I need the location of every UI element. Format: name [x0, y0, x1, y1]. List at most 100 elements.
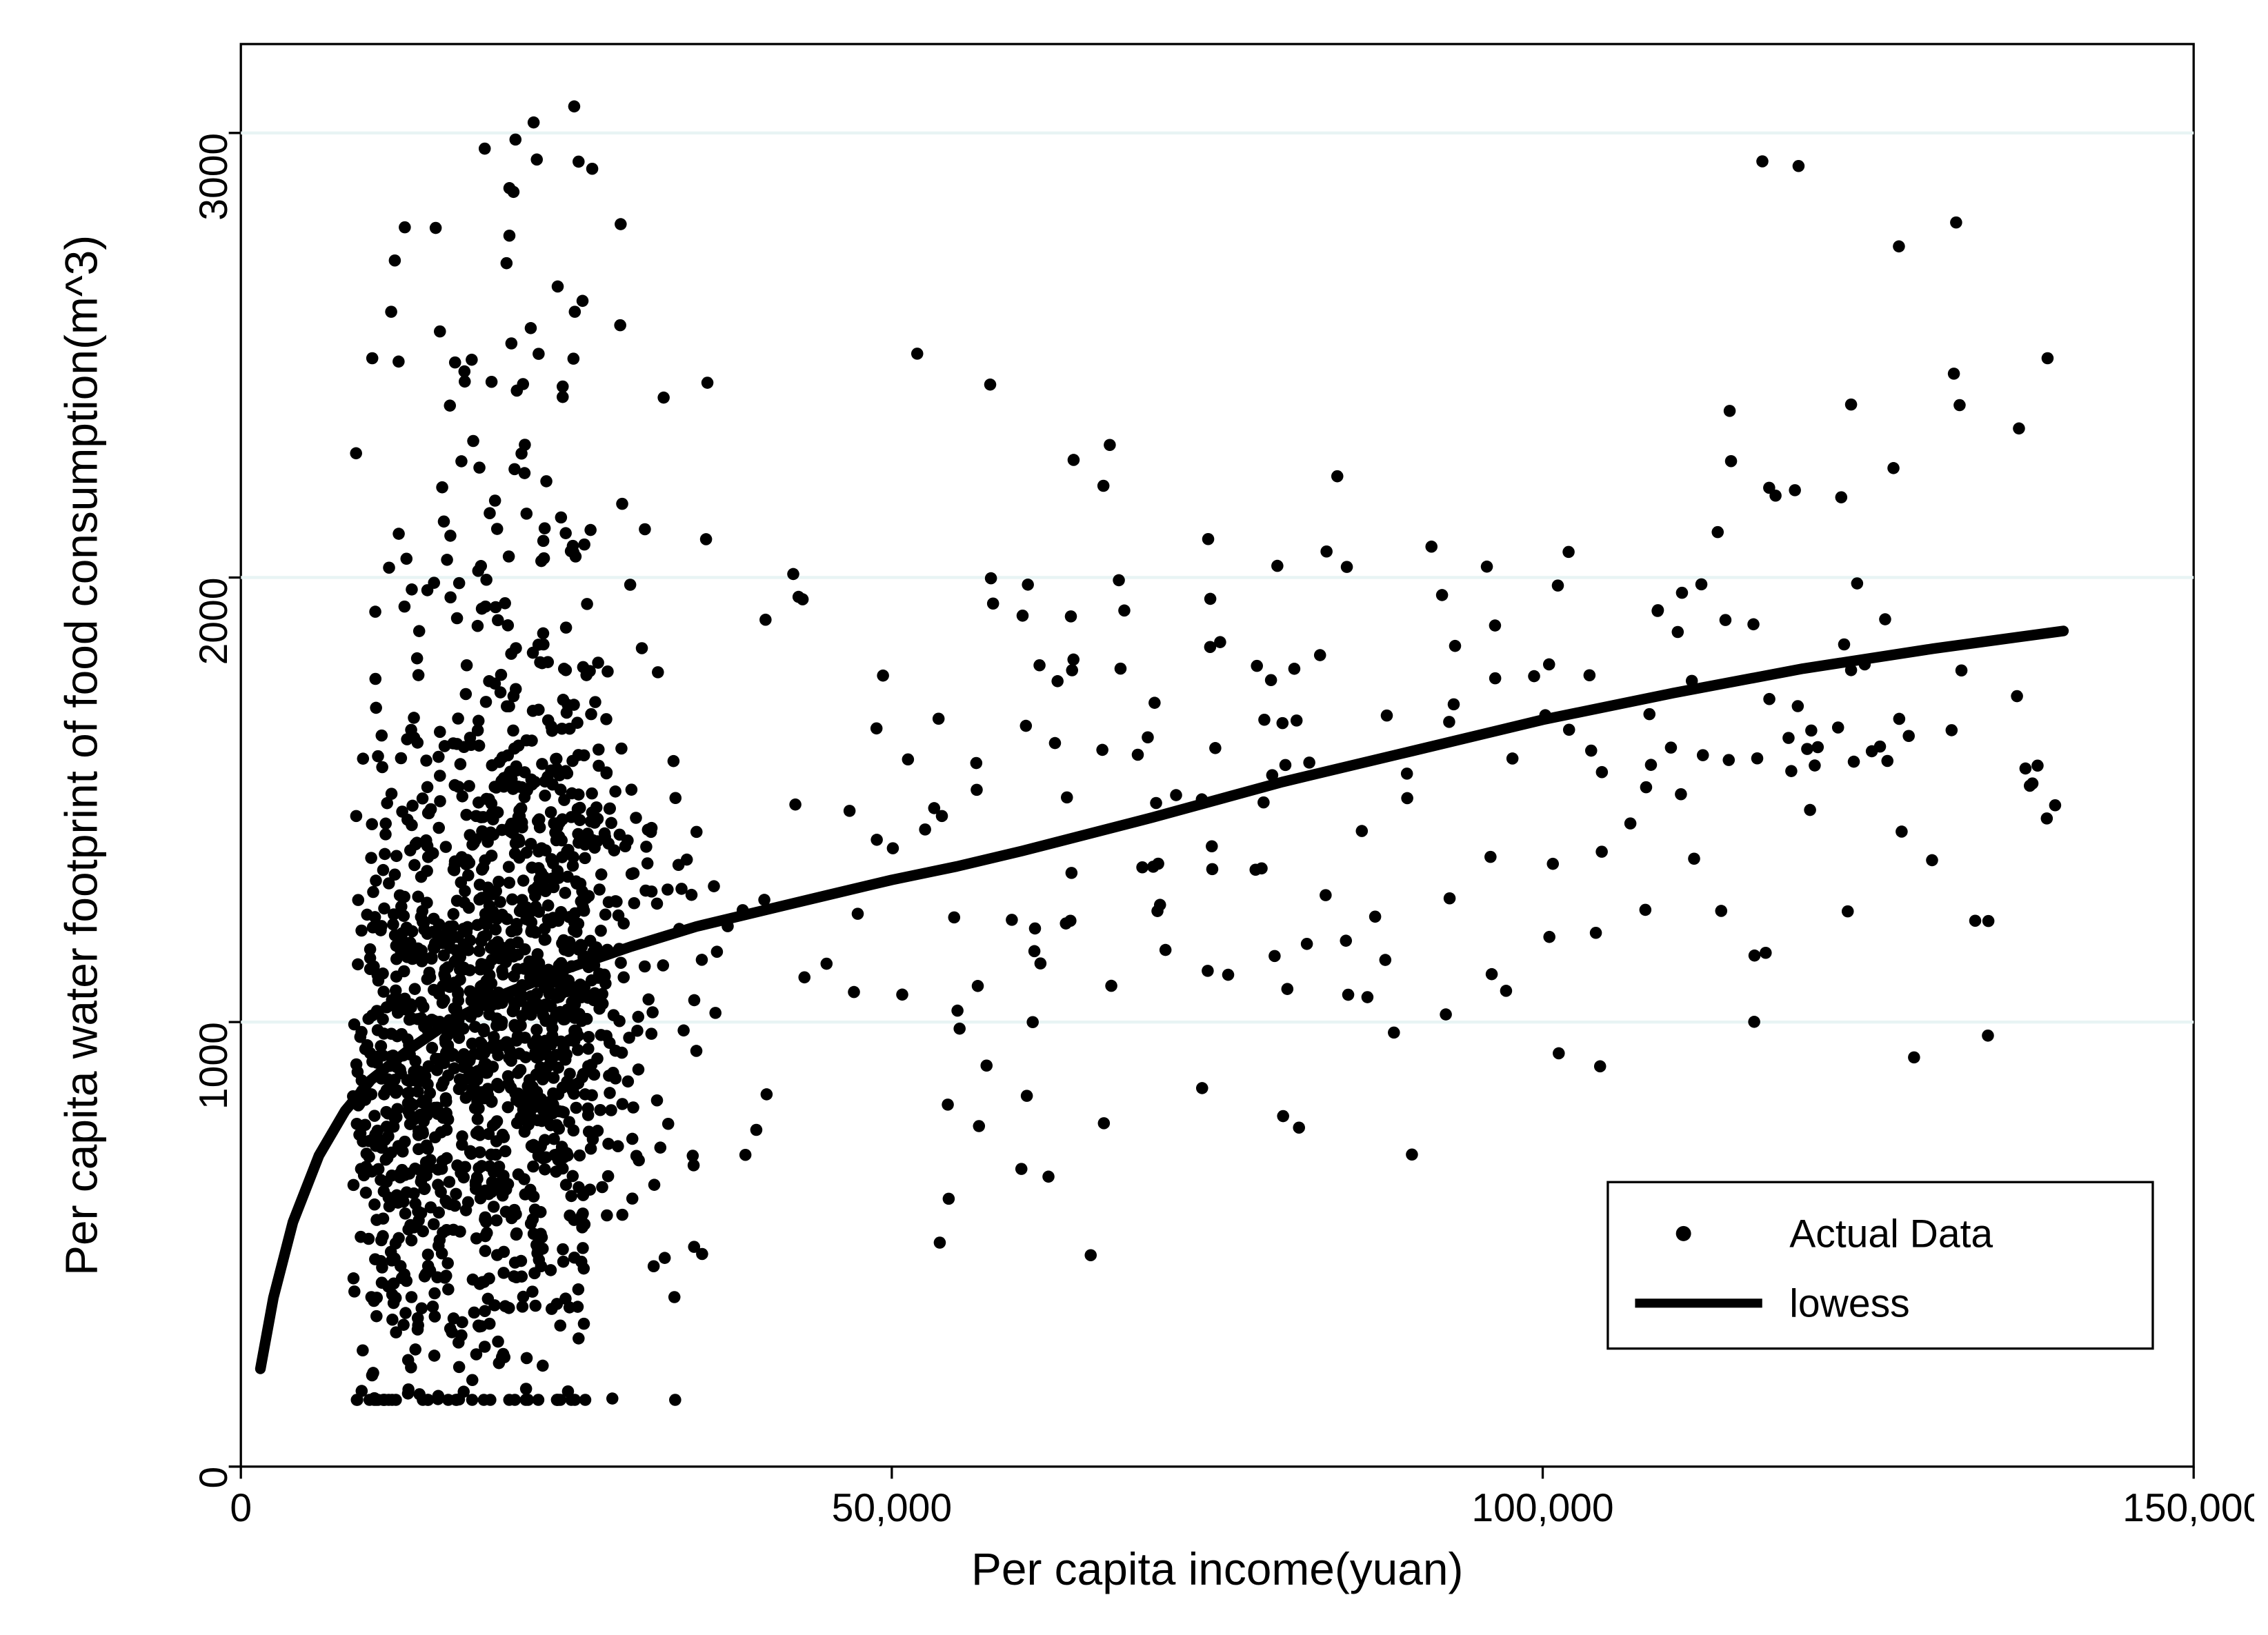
scatter-point: [434, 726, 446, 739]
scatter-point: [431, 928, 444, 941]
scatter-point: [911, 348, 924, 360]
scatter-point: [494, 896, 506, 908]
y-tick-label: 0: [192, 1467, 236, 1489]
scatter-point: [586, 163, 599, 175]
scatter-point: [586, 974, 598, 987]
scatter-point: [646, 1027, 658, 1040]
scatter-point: [1084, 1249, 1097, 1261]
scatter-point: [1104, 439, 1116, 451]
scatter-point: [366, 1291, 378, 1303]
scatter-point: [1804, 804, 1816, 816]
scatter-point: [577, 1242, 589, 1254]
scatter-point: [1749, 950, 1761, 962]
scatter-point: [454, 974, 466, 986]
scatter-point: [1748, 1016, 1760, 1028]
scatter-point: [537, 535, 550, 548]
scatter-point: [626, 783, 638, 796]
scatter-point: [573, 1283, 585, 1296]
scatter-point: [500, 1183, 513, 1196]
scatter-point: [1022, 579, 1034, 591]
scatter-point: [401, 1074, 414, 1087]
scatter-point: [471, 1173, 484, 1185]
scatter-point: [1982, 1030, 1994, 1042]
scatter-point: [1675, 788, 1687, 801]
scatter-point: [476, 825, 488, 838]
scatter-point: [1356, 825, 1369, 837]
scatter-point: [372, 974, 385, 987]
scatter-point: [352, 959, 364, 971]
scatter-point: [440, 1095, 452, 1107]
scatter-point: [539, 522, 551, 534]
scatter-point: [1665, 741, 1678, 754]
scatter-point: [348, 1179, 360, 1192]
scatter-point: [464, 829, 476, 841]
scatter-point: [554, 1319, 566, 1332]
scatter-point: [351, 1394, 364, 1406]
scatter-point: [1486, 968, 1498, 981]
scatter-point: [948, 912, 961, 924]
scatter-point: [533, 639, 545, 651]
scatter-point: [409, 1343, 421, 1356]
scatter-point: [502, 619, 515, 632]
scatter-point: [696, 954, 708, 966]
scatter-point: [1282, 983, 1294, 995]
scatter-point: [440, 1270, 452, 1282]
scatter-point: [383, 561, 395, 574]
scatter-point: [438, 950, 450, 962]
scatter-point: [472, 796, 485, 809]
scatter-point: [557, 694, 570, 706]
scatter-point: [821, 958, 833, 970]
scatter-point: [1489, 619, 1502, 632]
scatter-point: [490, 1135, 503, 1147]
scatter-point: [533, 905, 546, 918]
scatter-point: [1500, 985, 1513, 997]
scatter-point: [708, 880, 720, 892]
scatter-point: [439, 963, 452, 976]
scatter-point: [599, 831, 611, 843]
scatter-point: [596, 988, 608, 1001]
scatter-point: [502, 1070, 515, 1083]
scatter-point: [541, 999, 554, 1012]
scatter-point: [1553, 1047, 1565, 1060]
scatter-point: [445, 933, 457, 945]
scatter-point: [1792, 700, 1804, 712]
scatter-point: [1401, 768, 1413, 780]
scatter-point: [454, 1225, 466, 1238]
scatter-point: [578, 539, 590, 551]
scatter-point: [537, 1360, 549, 1372]
scatter-point: [1097, 480, 1110, 492]
scatter-point: [405, 1001, 417, 1014]
scatter-point: [426, 952, 438, 965]
scatter-point: [441, 1124, 453, 1136]
scatter-point: [510, 683, 522, 695]
scatter-point: [506, 337, 518, 350]
scatter-point: [936, 810, 948, 823]
scatter-point: [951, 1005, 964, 1017]
scatter-point: [553, 1394, 565, 1406]
scatter-point: [1874, 741, 1887, 753]
y-tick-label: 3000: [192, 133, 236, 221]
y-tick-label: 2000: [192, 577, 236, 665]
scatter-point: [459, 885, 471, 897]
scatter-point: [392, 356, 405, 368]
scatter-point: [425, 1201, 437, 1214]
scatter-point: [464, 1068, 476, 1081]
scatter-point: [429, 1310, 441, 1323]
scatter-point: [572, 1030, 584, 1042]
scatter-point: [419, 1183, 431, 1195]
scatter-point: [560, 621, 573, 634]
scatter-point: [376, 1142, 388, 1154]
scatter-point: [390, 970, 403, 983]
scatter-point: [673, 859, 685, 871]
scatter-point: [357, 1344, 369, 1356]
scatter-point: [1449, 640, 1462, 652]
scatter-point: [971, 757, 983, 770]
scatter-point: [709, 1007, 722, 1019]
scatter-point: [424, 1087, 437, 1099]
scatter-point: [548, 881, 560, 894]
scatter-point: [2041, 812, 2053, 825]
scatter-point: [449, 357, 461, 369]
scatter-point: [669, 792, 682, 804]
scatter-point: [630, 812, 642, 824]
scatter-point: [406, 819, 418, 832]
